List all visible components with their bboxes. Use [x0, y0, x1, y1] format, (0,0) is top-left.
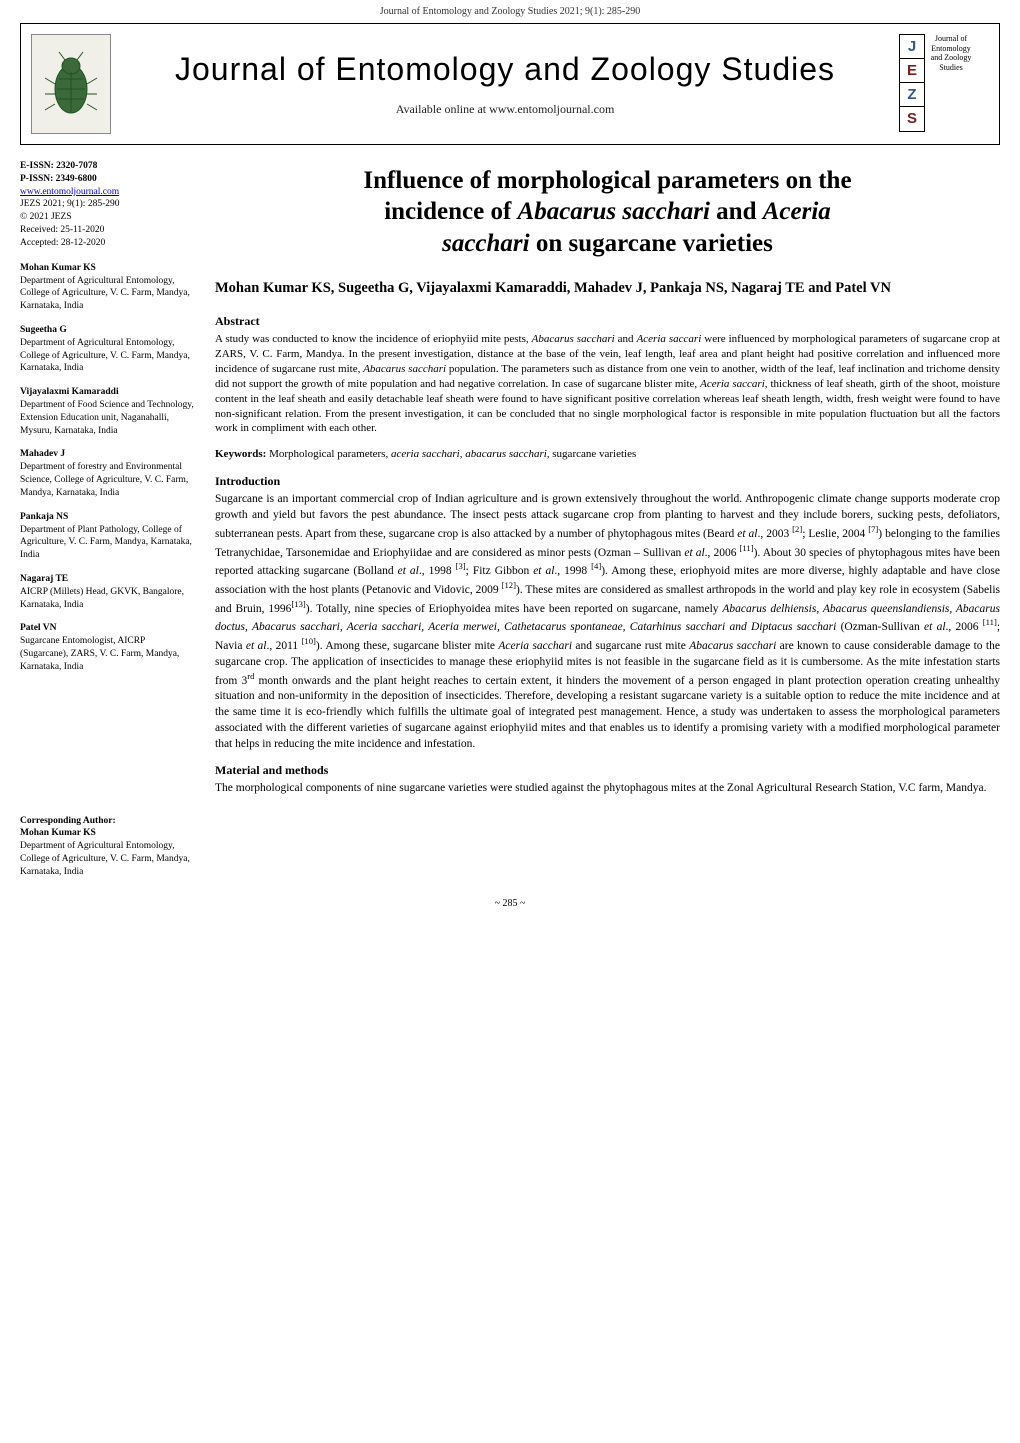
keywords: Keywords: Morphological parameters, acer… — [215, 448, 1000, 460]
journal-url: Available online at www.entomoljournal.c… — [126, 102, 884, 117]
citation: JEZS 2021; 9(1): 285-290 — [20, 198, 195, 211]
author-block: Mohan Kumar KSDepartment of Agricultural… — [20, 262, 195, 313]
abstract-heading: Abstract — [215, 314, 1000, 329]
author-block: Mahadev JDepartment of forestry and Envi… — [20, 448, 195, 499]
page-number: ~ 285 ~ — [0, 898, 1020, 919]
author-block: Pankaja NSDepartment of Plant Pathology,… — [20, 511, 195, 562]
e-issn: E-ISSN: 2320-7078 — [20, 160, 195, 173]
author-affiliation: Department of Food Science and Technolog… — [20, 399, 195, 437]
badge-letter: S — [900, 107, 924, 131]
accepted-date: Accepted: 28-12-2020 — [20, 237, 195, 250]
main-column: Influence of morphological parameters on… — [210, 160, 1000, 890]
corresponding-label: Corresponding Author: — [20, 815, 195, 828]
sidebar: E-ISSN: 2320-7078 P-ISSN: 2349-6800 www.… — [20, 160, 210, 890]
author-block: Sugeetha GDepartment of Agricultural Ent… — [20, 324, 195, 375]
copyright: © 2021 JEZS — [20, 211, 195, 224]
author-affiliation: Department of Plant Pathology, College o… — [20, 524, 195, 562]
author-name: Sugeetha G — [20, 324, 195, 337]
author-affiliation: AICRP (Millets) Head, GKVK, Bangalore, K… — [20, 586, 195, 612]
badge-caption: Journal of Entomology and Zoology Studie… — [925, 34, 973, 72]
badge-letter: J — [900, 35, 924, 59]
badge-letter: Z — [900, 83, 924, 107]
author-affiliation: Department of forestry and Environmental… — [20, 461, 195, 499]
badge-letter: E — [900, 59, 924, 83]
author-affiliation: Department of Agricultural Entomology, C… — [20, 275, 195, 313]
author-name: Mahadev J — [20, 448, 195, 461]
author-affiliation: Sugarcane Entomologist, AICRP (Sugarcane… — [20, 635, 195, 673]
author-block: Patel VNSugarcane Entomologist, AICRP (S… — [20, 622, 195, 673]
materials-methods-heading: Material and methods — [215, 763, 1000, 778]
materials-methods-body: The morphological components of nine sug… — [215, 781, 1000, 797]
author-name: Vijayalaxmi Kamaraddi — [20, 386, 195, 399]
journal-logo-left — [31, 34, 111, 134]
journal-link[interactable]: www.entomoljournal.com — [20, 187, 119, 197]
bug-icon — [41, 44, 101, 124]
author-name: Patel VN — [20, 622, 195, 635]
masthead-center: Journal of Entomology and Zoology Studie… — [111, 51, 899, 117]
introduction-heading: Introduction — [215, 474, 1000, 489]
author-block: Vijayalaxmi KamaraddiDepartment of Food … — [20, 386, 195, 437]
introduction-body: Sugarcane is an important commercial cro… — [215, 492, 1000, 753]
received-date: Received: 25-11-2020 — [20, 224, 195, 237]
author-affiliation: Department of Agricultural Entomology, C… — [20, 337, 195, 375]
author-name: Nagaraj TE — [20, 573, 195, 586]
journal-logo-right: J E Z S Journal of Entomology and Zoolog… — [899, 34, 989, 134]
author-block: Nagaraj TEAICRP (Millets) Head, GKVK, Ba… — [20, 573, 195, 611]
corresponding-affiliation: Department of Agricultural Entomology, C… — [20, 840, 195, 878]
p-issn: P-ISSN: 2349-6800 — [20, 173, 195, 186]
running-header: Journal of Entomology and Zoology Studie… — [0, 0, 1020, 23]
authors-line: Mohan Kumar KS, Sugeetha G, Vijayalaxmi … — [215, 279, 1000, 299]
corresponding-name: Mohan Kumar KS — [20, 827, 195, 840]
masthead-box: Journal of Entomology and Zoology Studie… — [20, 23, 1000, 145]
abstract-body: A study was conducted to know the incide… — [215, 332, 1000, 436]
jezs-badge: J E Z S — [899, 34, 925, 132]
article-title: Influence of morphological parameters on… — [215, 165, 1000, 259]
corresponding-author-block: Corresponding Author: Mohan Kumar KS Dep… — [20, 815, 195, 879]
issn-block: E-ISSN: 2320-7078 P-ISSN: 2349-6800 www.… — [20, 160, 195, 250]
content-wrap: E-ISSN: 2320-7078 P-ISSN: 2349-6800 www.… — [20, 160, 1000, 890]
author-name: Mohan Kumar KS — [20, 262, 195, 275]
journal-title: Journal of Entomology and Zoology Studie… — [126, 51, 884, 88]
author-name: Pankaja NS — [20, 511, 195, 524]
